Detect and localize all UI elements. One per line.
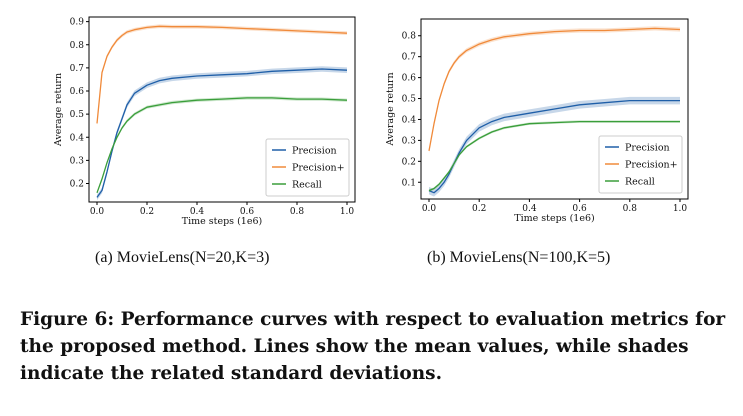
y-tick-label: 0.5 bbox=[70, 110, 85, 120]
band-precision-plus bbox=[429, 26, 680, 153]
y-tick-label: 0.3 bbox=[70, 156, 85, 166]
x-tick-label: 0.4 bbox=[190, 207, 205, 217]
axes-frame bbox=[88, 16, 356, 203]
y-tick-label: 0.6 bbox=[70, 87, 85, 97]
x-tick-label: 0.2 bbox=[472, 204, 486, 214]
x-tick-label: 1.0 bbox=[340, 207, 355, 217]
legend-entry-precision-plus: Precision+ bbox=[292, 163, 345, 174]
y-tick-label: 0.8 bbox=[402, 32, 417, 42]
y-tick-label: 0.2 bbox=[70, 180, 84, 190]
y-tick-label: 0.5 bbox=[402, 95, 417, 105]
chart-a: 0.0 0.2 0.4 0.6 0.8 1.0 0.2 0.3 0.4 0.5 0.6 0.7 0.8 0… bbox=[53, 16, 356, 266]
y-tick-label: 0.1 bbox=[402, 178, 416, 188]
x-tick-label: 0.0 bbox=[90, 207, 105, 217]
figure-canvas: 0.0 0.2 0.4 0.6 0.8 1.00.20.30.40.50.60.70.80… bbox=[53, 16, 689, 266]
subfigure-caption: (a) MovieLens(N=20,K=3) bbox=[95, 249, 269, 266]
x-axis-label: Time steps (1e6) bbox=[182, 216, 262, 227]
figure-caption: Figure 6: Performance curves with respec… bbox=[20, 309, 726, 384]
x-tick-label: 1.0 bbox=[673, 204, 688, 214]
subfigure-caption: (b) MovieLens(N=100,K=5) bbox=[427, 249, 610, 266]
line-precision-plus bbox=[428, 27, 681, 152]
y-axis-label: Average return bbox=[53, 73, 64, 147]
line-precision bbox=[96, 68, 348, 198]
axes-frame bbox=[420, 18, 689, 200]
legend-box bbox=[598, 135, 683, 194]
y-tick-label: 0.6 bbox=[402, 74, 417, 84]
y-tick-label: 0.7 bbox=[402, 53, 417, 63]
y-axis-label: Average return bbox=[385, 72, 396, 146]
line-precision-plus bbox=[96, 25, 348, 124]
y-tick-label: 0.4 bbox=[70, 133, 85, 143]
y-tick-label: 0.3 bbox=[402, 136, 417, 146]
line-recall bbox=[96, 97, 348, 194]
band-precision-plus bbox=[97, 24, 347, 126]
y-tick-label: 0.9 bbox=[70, 18, 85, 28]
line-precision bbox=[428, 99, 680, 194]
legend-entry-precision-plus: Precision+ bbox=[625, 160, 678, 171]
legend-entry-precision: Precision bbox=[625, 143, 670, 154]
y-tick-label: 0.2 bbox=[402, 157, 416, 167]
legend-entry-recall: Recall bbox=[292, 180, 322, 191]
x-tick-label: 0.0 bbox=[422, 204, 437, 214]
x-tick-label: 0.2 bbox=[140, 207, 154, 217]
x-tick-label: 0.4 bbox=[522, 204, 537, 214]
legend-entry-precision: Precision bbox=[292, 146, 337, 157]
y-tick-label: 0.4 bbox=[402, 115, 417, 125]
legend-entry-recall: Recall bbox=[625, 177, 655, 188]
x-tick-label: 0.6 bbox=[240, 207, 255, 217]
x-tick-label: 0.8 bbox=[623, 204, 638, 214]
y-tick-label: 0.7 bbox=[70, 64, 85, 74]
x-axis-label: Time steps (1e6) bbox=[514, 213, 594, 224]
legend-box bbox=[265, 138, 350, 197]
x-tick-label: 0.8 bbox=[290, 207, 305, 217]
chart-b: 0.0 0.2 0.4 0.6 0.8 1.0 0.1 0.2 0.3 0.4 0.5 0.6 0.7 0… bbox=[385, 18, 689, 266]
x-tick-label: 0.6 bbox=[572, 204, 587, 214]
line-recall bbox=[428, 120, 680, 192]
y-tick-label: 0.8 bbox=[70, 41, 85, 51]
